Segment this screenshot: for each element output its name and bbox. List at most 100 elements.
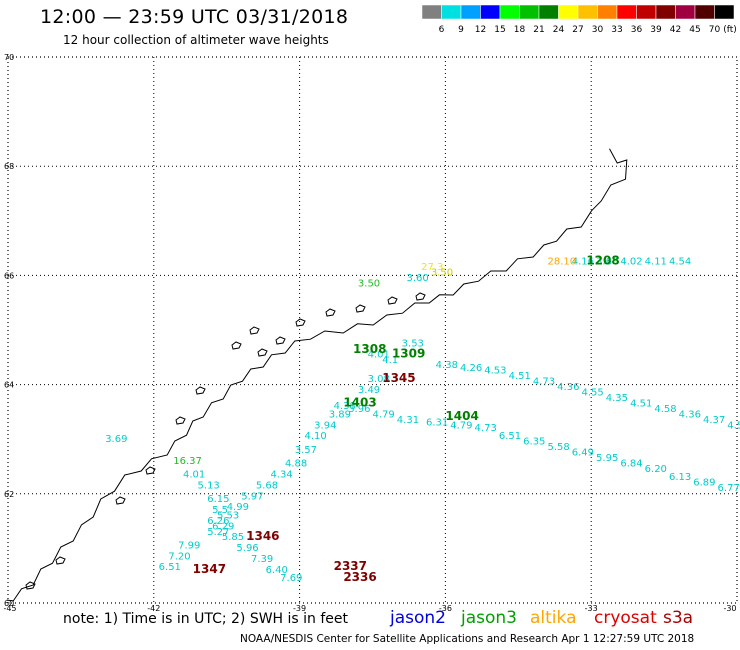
swh-label: 6.77 (718, 483, 740, 494)
pass-time-label: 2337 (334, 559, 367, 573)
swh-label: 4.34 (270, 469, 292, 480)
colorbar-unit: (ft) (723, 25, 737, 35)
swh-label: 3.96 (348, 404, 370, 415)
swh-label: 5.58 (547, 442, 569, 453)
swh-label: 4.11 (645, 256, 667, 267)
swh-label: 4.73 (475, 423, 497, 434)
swh-label: 3.57 (295, 445, 317, 456)
lon-label: -39 (293, 604, 306, 613)
legend-altika: altika (530, 608, 577, 628)
credit-line: NOAA/NESDIS Center for Satellite Applica… (240, 633, 695, 645)
swh-label: 3.50 (431, 267, 453, 278)
swh-label: 6.51 (499, 431, 521, 442)
swh-label: 7.99 (178, 540, 200, 551)
swh-label: 4.38 (334, 401, 356, 412)
lat-label: 68 (4, 162, 14, 171)
swh-label: 4.88 (285, 459, 307, 470)
swh-label: 5.13 (198, 480, 220, 491)
swh-label: 6.15 (207, 494, 229, 505)
swh-label: 3.94 (314, 420, 336, 431)
swh-label: 3.49 (358, 385, 380, 396)
colorbar-level: 70 (709, 25, 721, 35)
swh-label: 5.85 (222, 532, 244, 543)
legend-s3a: s3a (663, 608, 694, 628)
swh-label: 4.16 (572, 256, 594, 267)
legend-cryosat: cryosat (594, 608, 657, 628)
map-grid (7, 56, 738, 604)
swh-label: 6.40 (266, 565, 288, 576)
swh-label: 27.3 (421, 262, 443, 273)
swh-label: 4.37 (703, 415, 725, 426)
swh-label: 6.84 (620, 459, 642, 470)
colorbar-level: 6 (439, 25, 445, 35)
pass-time-label: 1309 (392, 346, 425, 360)
lon-label: -36 (439, 604, 452, 613)
swh-label: 7.69 (280, 573, 302, 584)
swh-label: 4.51 (509, 371, 531, 382)
pass-time-label: 1208 (586, 253, 619, 267)
swh-label: 3.08 (368, 374, 390, 385)
satellite-tracks: 3.534.014.13.083.494.383.893.944.103.574… (105, 253, 740, 584)
pass-time-label: 1345 (382, 371, 415, 385)
swh-label: 4.36 (679, 409, 701, 420)
colorbar-level: 36 (631, 25, 643, 35)
lat-label: 62 (4, 490, 14, 499)
swh-label: 4.38 (436, 360, 458, 371)
swh-label: 4.53 (484, 366, 506, 377)
swh-label: 4.79 (450, 420, 472, 431)
swh-label: 6.35 (523, 437, 545, 448)
swh-label: 3.60 (596, 256, 618, 267)
map-title: 12:00 — 23:59 UTC 03/31/2018 (40, 6, 349, 28)
swh-label: 4.01 (183, 469, 205, 480)
axis-labels: 70 68 66 64 62 60-45 -42 -39 -36 -33 -30 (3, 53, 736, 613)
colorbar-level: 21 (533, 25, 544, 35)
pass-time-label: 2336 (343, 570, 376, 584)
colorbar-level: 18 (514, 25, 526, 35)
swh-label: 6.26 (207, 516, 229, 527)
lon-label: -45 (3, 604, 16, 613)
swh-label: 3.60 (407, 273, 429, 284)
swh-label: 6.49 (572, 448, 594, 459)
pass-time-label: 1403 (343, 395, 376, 409)
swh-label: 5.68 (256, 480, 278, 491)
swh-label: 4.73 (533, 377, 555, 388)
swh-label: 4.54 (669, 256, 691, 267)
lon-label: -30 (723, 604, 736, 613)
swh-label: 4.55 (581, 388, 603, 399)
colorbar-level: 33 (611, 25, 622, 35)
swh-label: 4.26 (460, 363, 482, 374)
colorbar-level: 42 (670, 25, 681, 35)
swh-label: 5.53 (217, 510, 239, 521)
colorbar-level: 39 (650, 25, 662, 35)
lat-label: 70 (4, 53, 14, 62)
swh-label: 4.02 (620, 256, 642, 267)
swh-label: 7.20 (168, 551, 190, 562)
swh-label: 5.97 (241, 491, 263, 502)
swh-label: 4.51 (630, 398, 652, 409)
pass-time-label: 1308 (353, 342, 386, 356)
swh-label: 4.99 (227, 502, 249, 513)
legend-jason3: jason3 (461, 608, 517, 628)
swh-label: 4.31 (397, 415, 419, 426)
swh-label: 5.95 (596, 453, 618, 464)
map-subtitle: 12 hour collection of altimeter wave hei… (63, 33, 329, 47)
swh-label: 3.89 (329, 409, 351, 420)
lat-label: 64 (4, 381, 14, 390)
colorbar-level: 45 (689, 25, 700, 35)
footnote: note: 1) Time is in UTC; 2) SWH is in fe… (63, 611, 349, 627)
colorbar-level: 9 (458, 25, 464, 35)
swh-label: 4.01 (368, 349, 390, 360)
map-frame (7, 56, 738, 604)
swh-label: 6.20 (645, 464, 667, 475)
colorbar-level: 12 (475, 25, 486, 35)
swh-label: 6.51 (159, 562, 181, 573)
swh-label: 6.31 (426, 418, 448, 429)
swh-label: 4.79 (373, 409, 395, 420)
lat-label: 60 (4, 599, 14, 608)
swh-label: 3.50 (358, 278, 380, 289)
greenland-coastline (6, 148, 628, 602)
lat-label: 66 (4, 271, 14, 280)
colorbar-level: 27 (572, 25, 583, 35)
